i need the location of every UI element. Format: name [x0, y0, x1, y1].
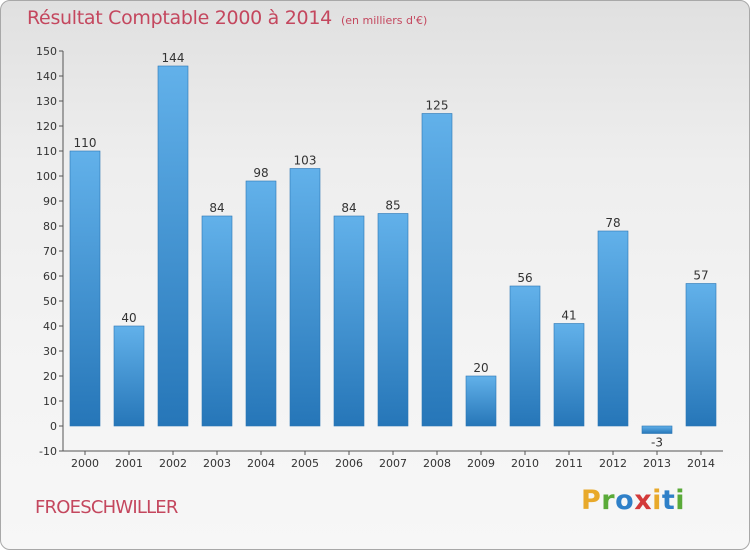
x-tick-label: 2009 [467, 457, 495, 470]
x-tick-label: 2007 [379, 457, 407, 470]
bar [685, 283, 717, 427]
x-tick-label: 2013 [643, 457, 671, 470]
bar-value-label: 84 [209, 201, 224, 215]
bar [69, 150, 101, 427]
bar [641, 425, 673, 434]
y-tick-label: 30 [43, 345, 57, 358]
bar [553, 323, 585, 427]
bar [465, 375, 497, 427]
logo-letter: t [661, 485, 676, 516]
y-tick-label: 150 [36, 45, 57, 58]
x-tick-label: 2011 [555, 457, 583, 470]
x-tick-label: 2005 [291, 457, 319, 470]
bar-value-label: 103 [294, 154, 317, 168]
bar [421, 113, 453, 427]
x-tick-label: 2004 [247, 457, 275, 470]
x-tick-label: 2010 [511, 457, 539, 470]
logo-letter: P [581, 485, 602, 516]
y-tick-label: 50 [43, 295, 57, 308]
y-tick-label: -10 [39, 445, 57, 458]
bar [509, 285, 541, 427]
bars: 110 40 144 84 98 103 84 85 125 20 56 41 78 -3 57 [69, 51, 717, 450]
bar [597, 230, 629, 427]
commune-name: FROESCHWILLER [35, 497, 178, 518]
bar-value-label: 41 [561, 309, 576, 323]
y-axis: -10 0 10 20 30 40 50 60 70 80 90 100 110 120 130 140 150 [36, 45, 64, 458]
x-tick-label: 2006 [335, 457, 363, 470]
x-tick-label: 2002 [159, 457, 187, 470]
y-tick-label: 130 [36, 95, 57, 108]
x-axis: 2000 2001 2002 2003 2004 2005 2006 2007 2008 2009… [63, 450, 723, 470]
bar-value-label: 40 [121, 311, 136, 325]
logo-letter: o [615, 485, 635, 516]
bar-value-label: 125 [426, 99, 449, 113]
x-tick-label: 2014 [687, 457, 715, 470]
logo-letter: x [634, 485, 653, 516]
logo-letter: i [675, 485, 686, 516]
y-tick-label: 70 [43, 245, 57, 258]
bar [333, 215, 365, 427]
bar-value-label: 78 [605, 216, 620, 230]
bar [201, 215, 233, 427]
bar-value-label: 56 [517, 271, 532, 285]
bar-value-label: 98 [253, 166, 268, 180]
unit-note: (en milliers d'€) [341, 14, 428, 27]
y-tick-label: 90 [43, 195, 57, 208]
bar [245, 180, 277, 427]
logo-letter: r [601, 485, 616, 516]
x-tick-label: 2001 [115, 457, 143, 470]
bar-value-label: 84 [341, 201, 356, 215]
chart-title: Résultat Comptable 2000 à 2014 [27, 7, 332, 29]
x-tick-label: 2003 [203, 457, 231, 470]
x-tick-label: 2000 [71, 457, 99, 470]
bar [157, 65, 189, 427]
bar-value-label: 57 [693, 269, 708, 283]
y-tick-label: 100 [36, 170, 57, 183]
x-tick-label: 2008 [423, 457, 451, 470]
proxiti-logo: Proxiti [581, 485, 685, 516]
y-tick-label: 120 [36, 120, 57, 133]
y-tick-label: 20 [43, 370, 57, 383]
bar-value-label: -3 [651, 436, 663, 450]
bar-value-label: 85 [385, 199, 400, 213]
y-tick-label: 0 [50, 420, 57, 433]
bar-value-label: 110 [74, 136, 97, 150]
x-tick-label: 2012 [599, 457, 627, 470]
bar-value-label: 20 [473, 361, 488, 375]
y-tick-label: 110 [36, 145, 57, 158]
y-tick-label: 10 [43, 395, 57, 408]
bar [113, 325, 145, 427]
logo-letter: i [652, 485, 662, 516]
bar [377, 213, 409, 427]
y-tick-label: 80 [43, 220, 57, 233]
y-tick-label: 40 [43, 320, 57, 333]
y-tick-label: 140 [36, 70, 57, 83]
bar-value-label: 144 [162, 51, 185, 65]
bar [289, 168, 321, 427]
y-tick-label: 60 [43, 270, 57, 283]
